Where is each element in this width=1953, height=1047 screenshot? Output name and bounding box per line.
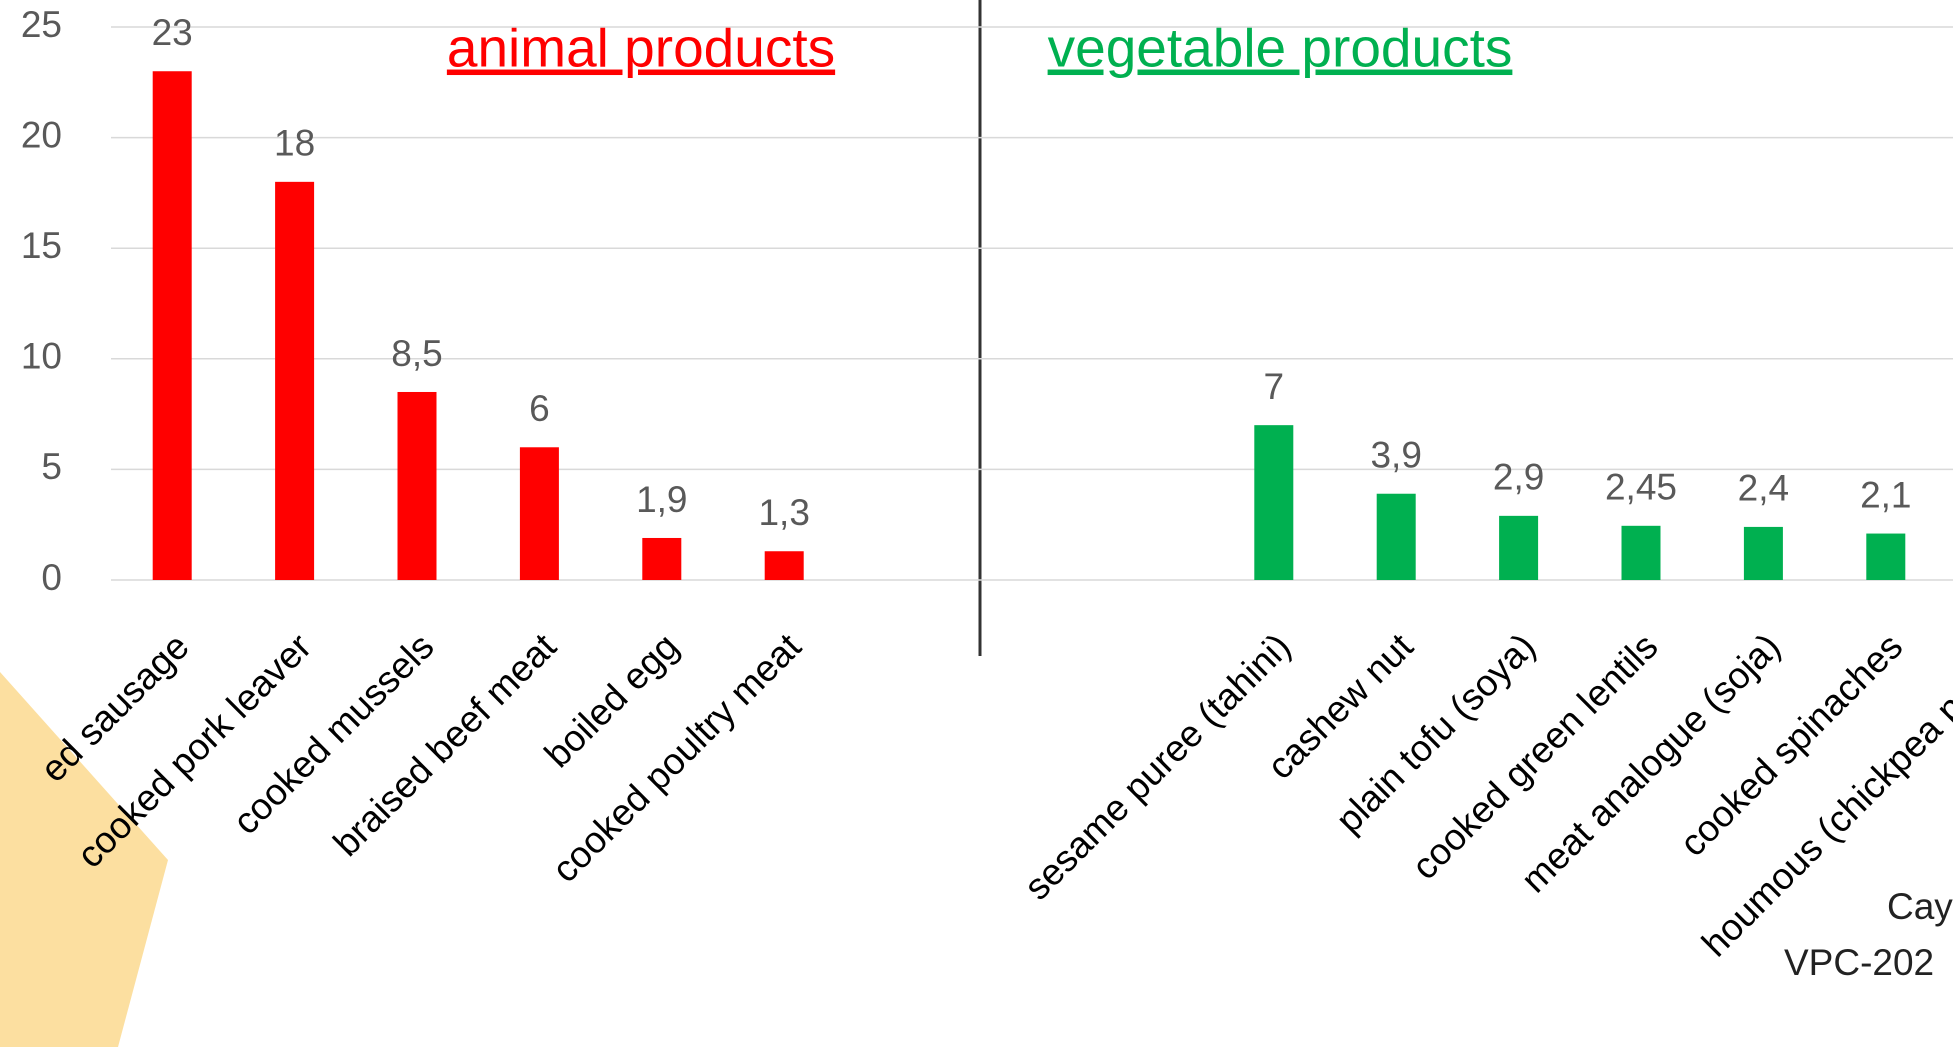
y-tick-label: 0 xyxy=(41,557,62,598)
value-label: 2,4 xyxy=(1738,468,1789,509)
bar xyxy=(397,391,437,580)
decor-shape xyxy=(0,672,168,1047)
x-tick-label: braised beef meat xyxy=(326,625,565,864)
bar xyxy=(1499,515,1539,580)
value-label: 8,5 xyxy=(391,333,442,374)
bar xyxy=(1376,493,1416,580)
annotation: Cay xyxy=(1887,886,1953,927)
y-tick-label: 10 xyxy=(21,336,62,377)
bar xyxy=(1866,533,1906,580)
y-tick-label: 15 xyxy=(21,225,62,266)
x-tick-label: cooked poultry meat xyxy=(544,625,809,890)
bar xyxy=(152,71,192,581)
bar xyxy=(1743,526,1783,580)
x-tick-label: cooked pork leaver xyxy=(69,626,319,876)
bar xyxy=(764,551,804,580)
value-label: 2,45 xyxy=(1605,467,1677,508)
x-tick-label: cooked spinaches xyxy=(1672,626,1910,864)
value-label: 6 xyxy=(529,388,550,429)
annotation: VPC-202 xyxy=(1784,942,1934,983)
value-label: 1,9 xyxy=(636,479,687,520)
value-label: 2,1 xyxy=(1860,474,1911,515)
y-tick-label: 25 xyxy=(21,4,62,45)
value-label: 2,9 xyxy=(1493,457,1544,498)
value-label: 1,3 xyxy=(758,492,809,533)
bar xyxy=(519,447,559,580)
bar xyxy=(1621,525,1661,580)
x-tick-label: sesame puree (tahini) xyxy=(1016,626,1298,908)
bar xyxy=(275,181,315,580)
value-label: 23 xyxy=(152,12,193,53)
bar xyxy=(642,537,682,580)
value-label: 7 xyxy=(1264,366,1285,407)
y-tick-label: 5 xyxy=(41,446,62,487)
y-tick-label: 20 xyxy=(21,114,62,155)
bar xyxy=(1254,425,1294,580)
x-tick-label: cooked green lentils xyxy=(1404,626,1666,888)
value-label: 18 xyxy=(274,123,315,164)
group-title: vegetable products xyxy=(1048,17,1513,79)
value-label: 3,9 xyxy=(1370,435,1421,476)
group-title: animal products xyxy=(447,17,835,79)
